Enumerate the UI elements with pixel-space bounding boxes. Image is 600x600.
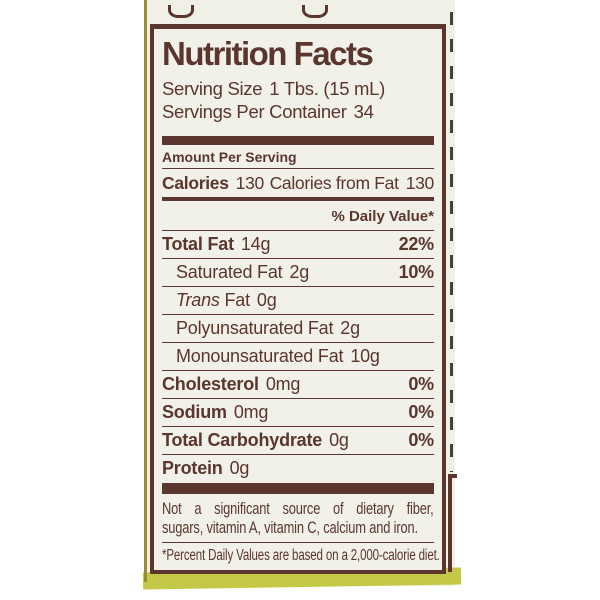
label-left-edge bbox=[144, 0, 147, 582]
nutrition-facts-panel: Nutrition Facts Serving Size 1 Tbs. (15 m… bbox=[150, 24, 446, 574]
nutrient-name: Total Fat bbox=[162, 234, 234, 254]
thick-divider bbox=[162, 483, 434, 494]
calories-from-fat-cell: Calories from Fat 130 bbox=[269, 172, 435, 194]
footnote: Not a significant source of dietary fibe… bbox=[162, 500, 434, 538]
cropped-letter-arc bbox=[168, 5, 194, 18]
label-background: Nutrition Facts Serving Size 1 Tbs. (15 m… bbox=[142, 0, 462, 590]
nutrient-amount: 0g bbox=[256, 290, 277, 310]
calories-cell: Calories 130 bbox=[162, 172, 264, 194]
servings-label: Servings Per Container bbox=[162, 101, 347, 122]
nutrient-amount: 0mg bbox=[233, 402, 269, 422]
nutrient-row-sodium: Sodium 0mg 0% bbox=[162, 399, 434, 427]
nutrient-amount: 10g bbox=[350, 346, 380, 366]
calories-value: 130 bbox=[235, 173, 265, 193]
nutrient-name: Saturated Fat bbox=[176, 262, 283, 282]
cropped-adjacent-text-column bbox=[450, 12, 453, 472]
calories-from-fat-value: 130 bbox=[405, 173, 435, 193]
nutrient-name: Trans Fat bbox=[176, 290, 250, 310]
nutrient-row-total-fat: Total Fat 14g 22% bbox=[162, 231, 434, 259]
nutrient-row-saturated-fat: Saturated Fat 2g 10% bbox=[162, 259, 434, 287]
daily-value-header: % Daily Value* bbox=[162, 201, 434, 231]
nutrient-row-cholesterol: Cholesterol 0mg 0% bbox=[162, 371, 434, 399]
medium-divider bbox=[162, 197, 434, 201]
calories-row: Calories 130 Calories from Fat 130 bbox=[162, 169, 434, 197]
thick-divider bbox=[162, 136, 434, 145]
servings-per-container-line: Servings Per Container 34 bbox=[162, 100, 434, 123]
nutrient-name: Protein bbox=[162, 458, 223, 478]
percent-daily-value-note: *Percent Daily Values are based on a 2,0… bbox=[162, 547, 440, 564]
nutrient-daily-value: 0% bbox=[408, 374, 434, 394]
nutrient-name: Polyunsaturated Fat bbox=[176, 318, 334, 338]
nutrient-name: Total Carbohydrate bbox=[162, 430, 323, 450]
nutrient-row-monounsaturated-fat: Monounsaturated Fat 10g bbox=[162, 343, 434, 371]
nutrient-amount: 14g bbox=[240, 234, 271, 254]
cropped-adjacent-box-edge bbox=[448, 474, 457, 572]
nutrient-amount: 0g bbox=[329, 430, 349, 450]
nutrient-amount: 2g bbox=[340, 318, 360, 338]
footnote-line: Not a significant source of dietary fibe… bbox=[162, 500, 434, 518]
nutrient-daily-value: 22% bbox=[398, 234, 435, 254]
nutrient-row-protein: Protein 0g bbox=[162, 455, 434, 482]
nutrient-name: Cholesterol bbox=[162, 374, 259, 394]
footnote-line: sugars, vitamin A, vitamin C, calcium an… bbox=[162, 519, 418, 537]
nutrient-amount: 0mg bbox=[265, 374, 301, 394]
nutrient-amount: 0g bbox=[229, 458, 250, 478]
calories-label: Calories bbox=[162, 173, 229, 193]
panel-title: Nutrition Facts bbox=[162, 35, 374, 72]
amount-per-serving-header: Amount Per Serving bbox=[162, 145, 434, 169]
nutrient-row-polyunsaturated-fat: Polyunsaturated Fat 2g bbox=[162, 315, 434, 343]
nutrient-name: Monounsaturated Fat bbox=[176, 346, 344, 366]
cropped-letter-arc bbox=[302, 5, 328, 18]
nutrient-daily-value: 0% bbox=[408, 402, 434, 422]
serving-size-line: Serving Size 1 Tbs. (15 mL) bbox=[162, 77, 434, 100]
nutrient-daily-value: 10% bbox=[398, 262, 435, 282]
serving-info: Serving Size 1 Tbs. (15 mL) Servings Per … bbox=[162, 77, 434, 123]
calories-from-fat-label: Calories from Fat bbox=[269, 173, 399, 193]
nutrient-daily-value: 0% bbox=[408, 430, 434, 450]
nutrient-amount: 2g bbox=[289, 262, 310, 282]
nutrient-row-trans-fat: Trans Fat 0g bbox=[162, 287, 434, 315]
serving-size-value: 1 Tbs. (15 mL) bbox=[269, 78, 386, 99]
nutrient-name: Sodium bbox=[162, 402, 227, 422]
thin-divider bbox=[162, 542, 434, 543]
serving-size-label: Serving Size bbox=[162, 78, 263, 99]
nutrient-row-total-carbohydrate: Total Carbohydrate 0g 0% bbox=[162, 427, 434, 455]
servings-value: 34 bbox=[353, 101, 374, 122]
